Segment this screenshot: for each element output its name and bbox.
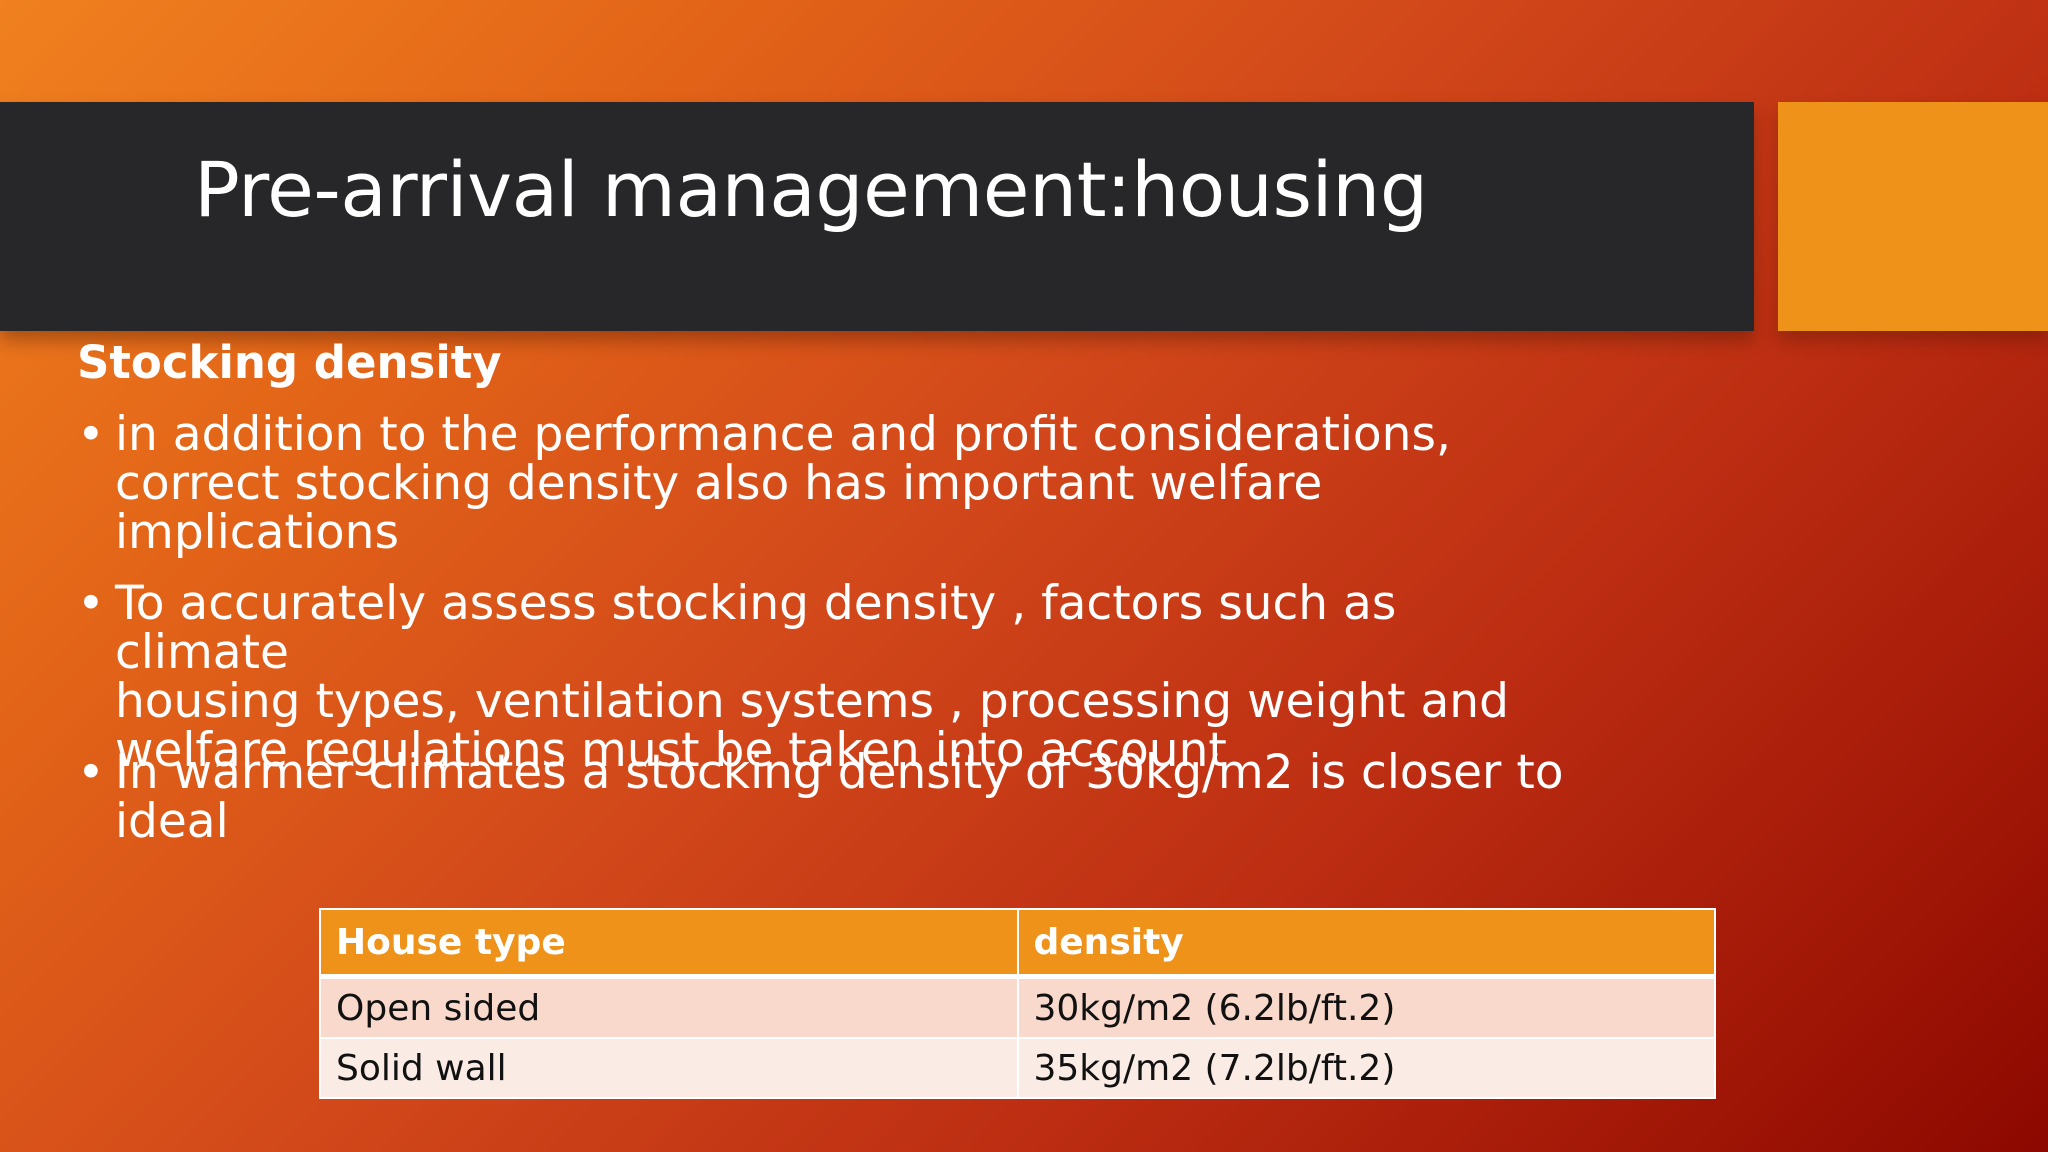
table-header-row: House type density bbox=[319, 908, 1716, 979]
bullet-icon: • bbox=[77, 407, 105, 462]
table-cell-density: 30kg/m2 (6.2lb/ft.2) bbox=[1016, 975, 1716, 1039]
bullet-item: • in addition to the performance and pro… bbox=[77, 410, 1577, 557]
title-bar bbox=[0, 102, 1754, 331]
column-header-density: density bbox=[1016, 908, 1716, 979]
bullet-item: • To accurately assess stocking density … bbox=[77, 579, 1577, 775]
accent-block bbox=[1778, 102, 2048, 331]
bullet-text: To accurately assess stocking density , … bbox=[115, 576, 1509, 778]
table-cell-house-type: Solid wall bbox=[319, 1037, 1019, 1099]
bullet-item: • In warmer climates a stocking density … bbox=[77, 748, 1577, 846]
bullet-text: in addition to the performance and profi… bbox=[115, 407, 1451, 560]
density-table: House type density Open sided 30kg/m2 (6… bbox=[319, 908, 1716, 1099]
column-header-house-type: House type bbox=[319, 908, 1019, 979]
slide-title: Pre-arrival management:housing bbox=[194, 145, 1428, 234]
table-row: Open sided 30kg/m2 (6.2lb/ft.2) bbox=[319, 975, 1716, 1039]
table-cell-density: 35kg/m2 (7.2lb/ft.2) bbox=[1016, 1037, 1716, 1099]
bullet-icon: • bbox=[77, 745, 105, 800]
table-row: Solid wall 35kg/m2 (7.2lb/ft.2) bbox=[319, 1037, 1716, 1099]
bullet-text: In warmer climates a stocking density of… bbox=[115, 745, 1564, 849]
bullet-icon: • bbox=[77, 576, 105, 631]
section-heading: Stocking density bbox=[77, 336, 502, 389]
table-cell-house-type: Open sided bbox=[319, 975, 1019, 1039]
